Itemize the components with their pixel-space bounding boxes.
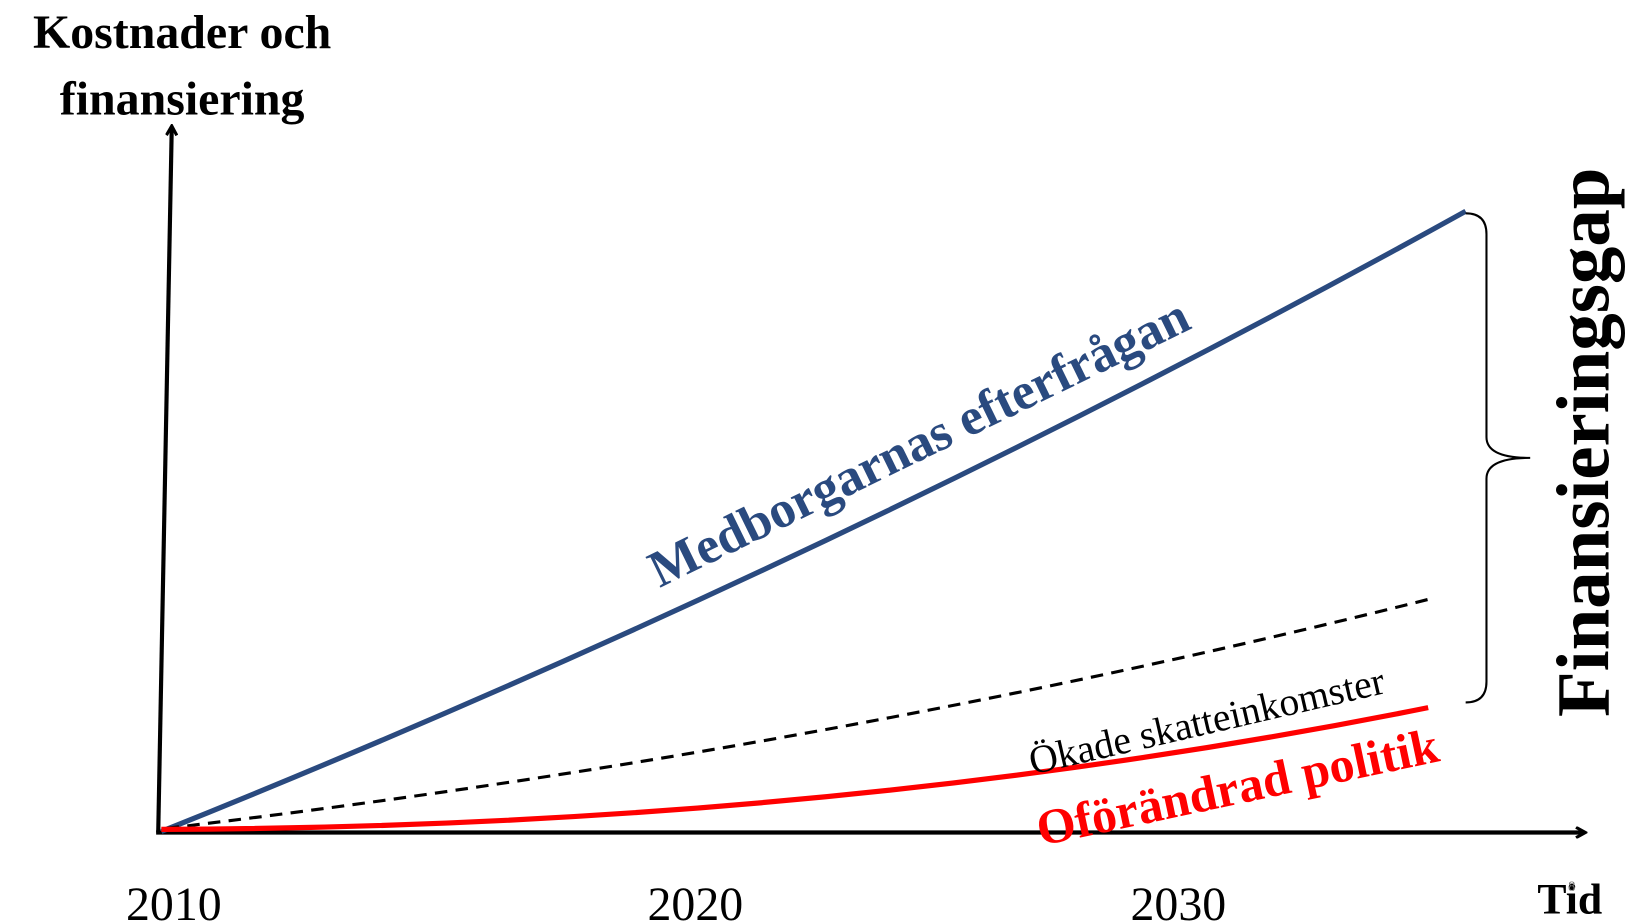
- x-label: 2010: [126, 878, 222, 922]
- y-axis-label: finansiering: [60, 72, 305, 125]
- gap-label: Finansieringsgap: [1542, 168, 1625, 717]
- tax-curve: [166, 596, 1433, 830]
- x-axis-label: Tid: [1537, 876, 1602, 922]
- demand-label: Medborgarnas efterfrågan: [640, 287, 1199, 598]
- gap-brace: [1465, 212, 1531, 704]
- x-label: 2030: [1130, 878, 1226, 922]
- unchanged-curve: [161, 705, 1429, 832]
- y-axis-label: Kostnader och: [33, 6, 331, 59]
- x-label: 2020: [647, 878, 743, 922]
- demand-curve: [160, 208, 1467, 834]
- y-axis: [156, 127, 172, 833]
- page-number: 8: [1568, 879, 1575, 895]
